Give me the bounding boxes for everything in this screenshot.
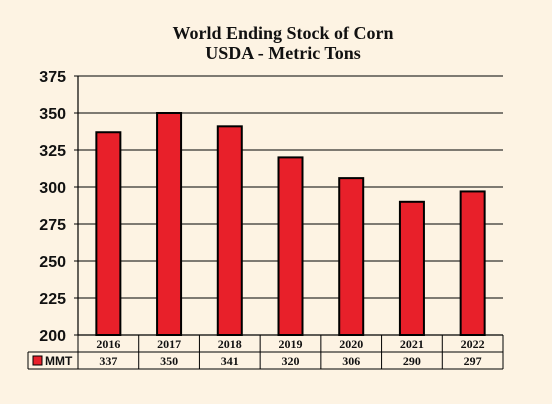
y-tick-label: 375 — [39, 69, 66, 86]
bar-2016 — [95, 131, 122, 336]
x-tick-label: 2017 — [157, 337, 181, 351]
data-label: 306 — [342, 354, 360, 368]
x-tick-label: 2020 — [339, 337, 363, 351]
y-tick-label: 350 — [39, 106, 66, 123]
data-label: 297 — [464, 354, 482, 368]
x-tick-label: 2018 — [218, 337, 242, 351]
chart-title: World Ending Stock of Corn — [172, 23, 393, 43]
x-tick-label: 2019 — [279, 337, 303, 351]
x-tick-label: 2016 — [96, 337, 120, 351]
y-tick-label: 325 — [39, 143, 66, 160]
y-tick-label: 200 — [39, 328, 66, 345]
data-label: 341 — [221, 354, 239, 368]
y-tick-label: 300 — [39, 180, 66, 197]
data-label: 337 — [99, 354, 117, 368]
bar-2021 — [398, 200, 425, 336]
y-axis-ticks: 200 225 250 275 300 325 350 375 — [39, 69, 66, 345]
chart-subtitle: USDA - Metric Tons — [205, 43, 361, 63]
y-tick-label: 250 — [39, 254, 66, 271]
x-tick-label: 2022 — [461, 337, 485, 351]
bars — [95, 112, 486, 336]
data-table: 2016 337 2017 350 2018 341 2019 320 2020 306 2021 2… — [27, 334, 504, 370]
bar-2022 — [459, 190, 486, 336]
bar-2018 — [216, 125, 243, 336]
data-label: 290 — [403, 354, 421, 368]
data-label: 350 — [160, 354, 178, 368]
y-tick-label: 225 — [39, 291, 66, 308]
x-tick-label: 2021 — [400, 337, 424, 351]
bar-2019 — [277, 156, 304, 336]
legend-label: MMT — [45, 354, 73, 368]
bar-2020 — [338, 177, 365, 336]
bar-2017 — [156, 112, 183, 336]
data-label: 320 — [282, 354, 300, 368]
y-tick-label: 275 — [39, 217, 66, 234]
legend-swatch — [32, 355, 43, 366]
